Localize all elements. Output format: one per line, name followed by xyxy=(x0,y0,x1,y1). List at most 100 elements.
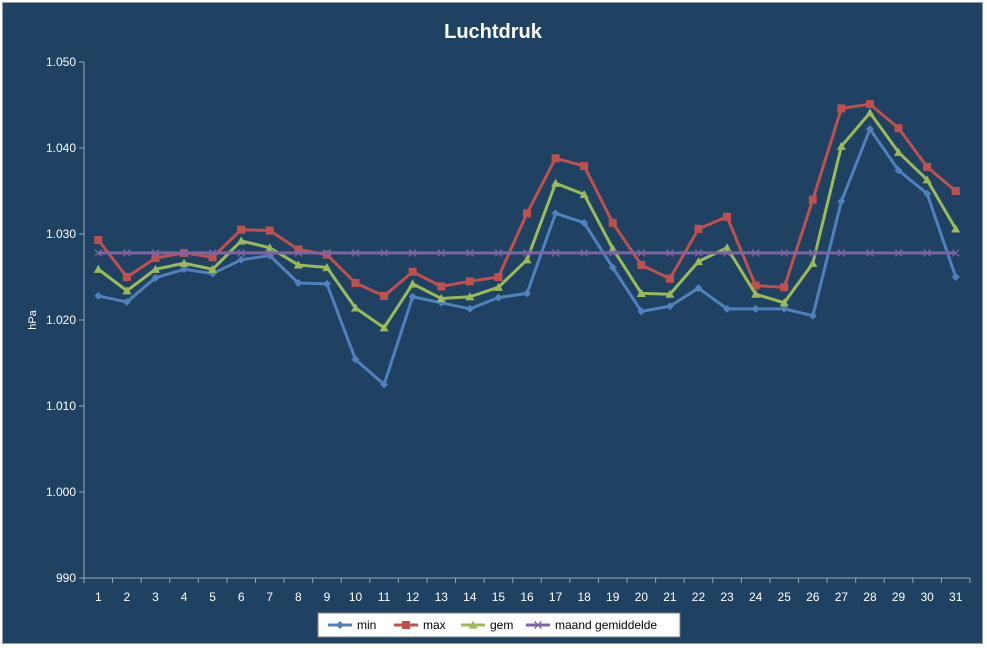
x-tick-label: 11 xyxy=(378,590,391,604)
x-tick-label: 6 xyxy=(238,590,245,604)
x-tick-label: 23 xyxy=(720,590,734,604)
x-tick-label: 30 xyxy=(920,590,934,604)
x-tick-label: 17 xyxy=(549,590,563,604)
data-point-gem xyxy=(951,224,961,233)
data-point-gem xyxy=(122,286,132,295)
x-tick-label: 29 xyxy=(892,590,906,604)
x-marker-stroke xyxy=(265,248,274,257)
legend-item-max: max xyxy=(394,618,446,632)
data-point-min xyxy=(665,302,674,311)
data-point-min xyxy=(865,125,874,134)
data-point-gem xyxy=(636,288,646,297)
data-point-min xyxy=(122,297,131,306)
data-point-min xyxy=(294,279,303,288)
data-point-gem xyxy=(436,294,446,303)
data-point-min xyxy=(780,304,789,313)
x-marker-stroke xyxy=(408,248,417,257)
data-point-max xyxy=(723,212,732,221)
data-point-min xyxy=(608,263,617,272)
data-point-max xyxy=(465,277,474,286)
series-layer xyxy=(93,100,961,389)
x-marker-stroke xyxy=(780,248,789,257)
data-point-gem xyxy=(236,236,246,245)
data-point-min xyxy=(322,279,331,288)
data-point-maand-gemiddelde xyxy=(122,248,131,257)
data-point-min xyxy=(380,380,389,389)
data-point-maand-gemiddelde xyxy=(151,248,160,257)
x-tick-label: 21 xyxy=(663,590,677,604)
x-marker-stroke xyxy=(665,248,674,257)
x-marker-stroke xyxy=(608,248,617,257)
x-tick-label: 12 xyxy=(406,590,420,604)
data-point-maand-gemiddelde xyxy=(294,248,303,257)
x-tick-label: 27 xyxy=(835,590,849,604)
data-point-maand-gemiddelde xyxy=(494,248,503,257)
data-point-max xyxy=(237,225,246,234)
data-point-max xyxy=(94,236,103,245)
data-point-gem xyxy=(379,323,389,332)
data-point-gem xyxy=(751,289,761,298)
x-marker-stroke xyxy=(94,248,103,257)
x-tick-label: 15 xyxy=(492,590,506,604)
x-marker-stroke xyxy=(122,248,131,257)
x-marker-stroke xyxy=(294,248,303,257)
data-point-gem xyxy=(322,263,332,272)
data-point-gem xyxy=(865,108,875,117)
x-marker-stroke xyxy=(237,248,246,257)
data-point-maand-gemiddelde xyxy=(551,248,560,257)
data-point-maand-gemiddelde xyxy=(408,248,417,257)
data-point-min xyxy=(580,218,589,227)
data-point-min xyxy=(894,166,903,175)
x-marker-stroke xyxy=(351,248,360,257)
data-point-min xyxy=(94,291,103,300)
data-point-gem xyxy=(579,189,589,199)
data-point-maand-gemiddelde xyxy=(437,248,446,257)
data-point-gem xyxy=(693,257,703,266)
data-point-max xyxy=(294,245,303,254)
data-point-max xyxy=(122,273,131,281)
data-point-max xyxy=(694,224,703,233)
data-point-min xyxy=(637,307,646,316)
x-tick-label: 14 xyxy=(463,590,477,604)
x-tick-label: 24 xyxy=(749,590,763,604)
data-point-gem xyxy=(836,141,846,150)
data-point-min xyxy=(551,209,560,218)
data-point-min xyxy=(408,292,417,301)
legend-swatch-marker xyxy=(336,621,344,629)
y-tick-label: 1.010 xyxy=(46,399,76,413)
x-marker-stroke xyxy=(551,248,560,257)
data-point-maand-gemiddelde xyxy=(723,248,732,257)
x-marker-stroke xyxy=(380,248,389,257)
data-point-max xyxy=(265,226,274,235)
data-point-maand-gemiddelde xyxy=(866,248,874,257)
data-point-maand-gemiddelde xyxy=(237,248,246,257)
data-point-min xyxy=(923,189,932,198)
x-marker-stroke xyxy=(523,248,531,257)
data-point-maand-gemiddelde xyxy=(180,248,188,257)
x-marker-stroke xyxy=(866,248,874,257)
data-point-maand-gemiddelde xyxy=(380,248,389,257)
y-axis-title: hPa xyxy=(27,309,39,329)
x-marker-stroke xyxy=(751,248,760,257)
x-marker-stroke xyxy=(837,248,846,257)
data-point-gem xyxy=(493,282,503,291)
data-point-min xyxy=(351,355,360,364)
data-point-gem xyxy=(265,243,275,252)
data-point-max xyxy=(408,267,417,276)
series-min xyxy=(94,125,960,389)
data-point-gem xyxy=(922,175,932,184)
data-point-maand-gemiddelde xyxy=(265,248,274,257)
data-point-min xyxy=(723,304,732,313)
x-tick-label: 10 xyxy=(349,590,363,604)
x-marker-stroke xyxy=(180,248,188,257)
data-point-maand-gemiddelde xyxy=(465,248,474,257)
data-point-maand-gemiddelde xyxy=(951,248,960,257)
x-tick-label: 7 xyxy=(266,590,273,604)
data-point-min xyxy=(237,255,246,264)
x-marker-stroke xyxy=(322,248,331,257)
data-point-gem xyxy=(779,298,789,307)
data-point-max xyxy=(494,273,503,281)
legend: min max gem maand gemiddelde xyxy=(317,612,681,638)
x-marker-stroke xyxy=(894,248,903,257)
x-tick-label: 25 xyxy=(778,590,792,604)
